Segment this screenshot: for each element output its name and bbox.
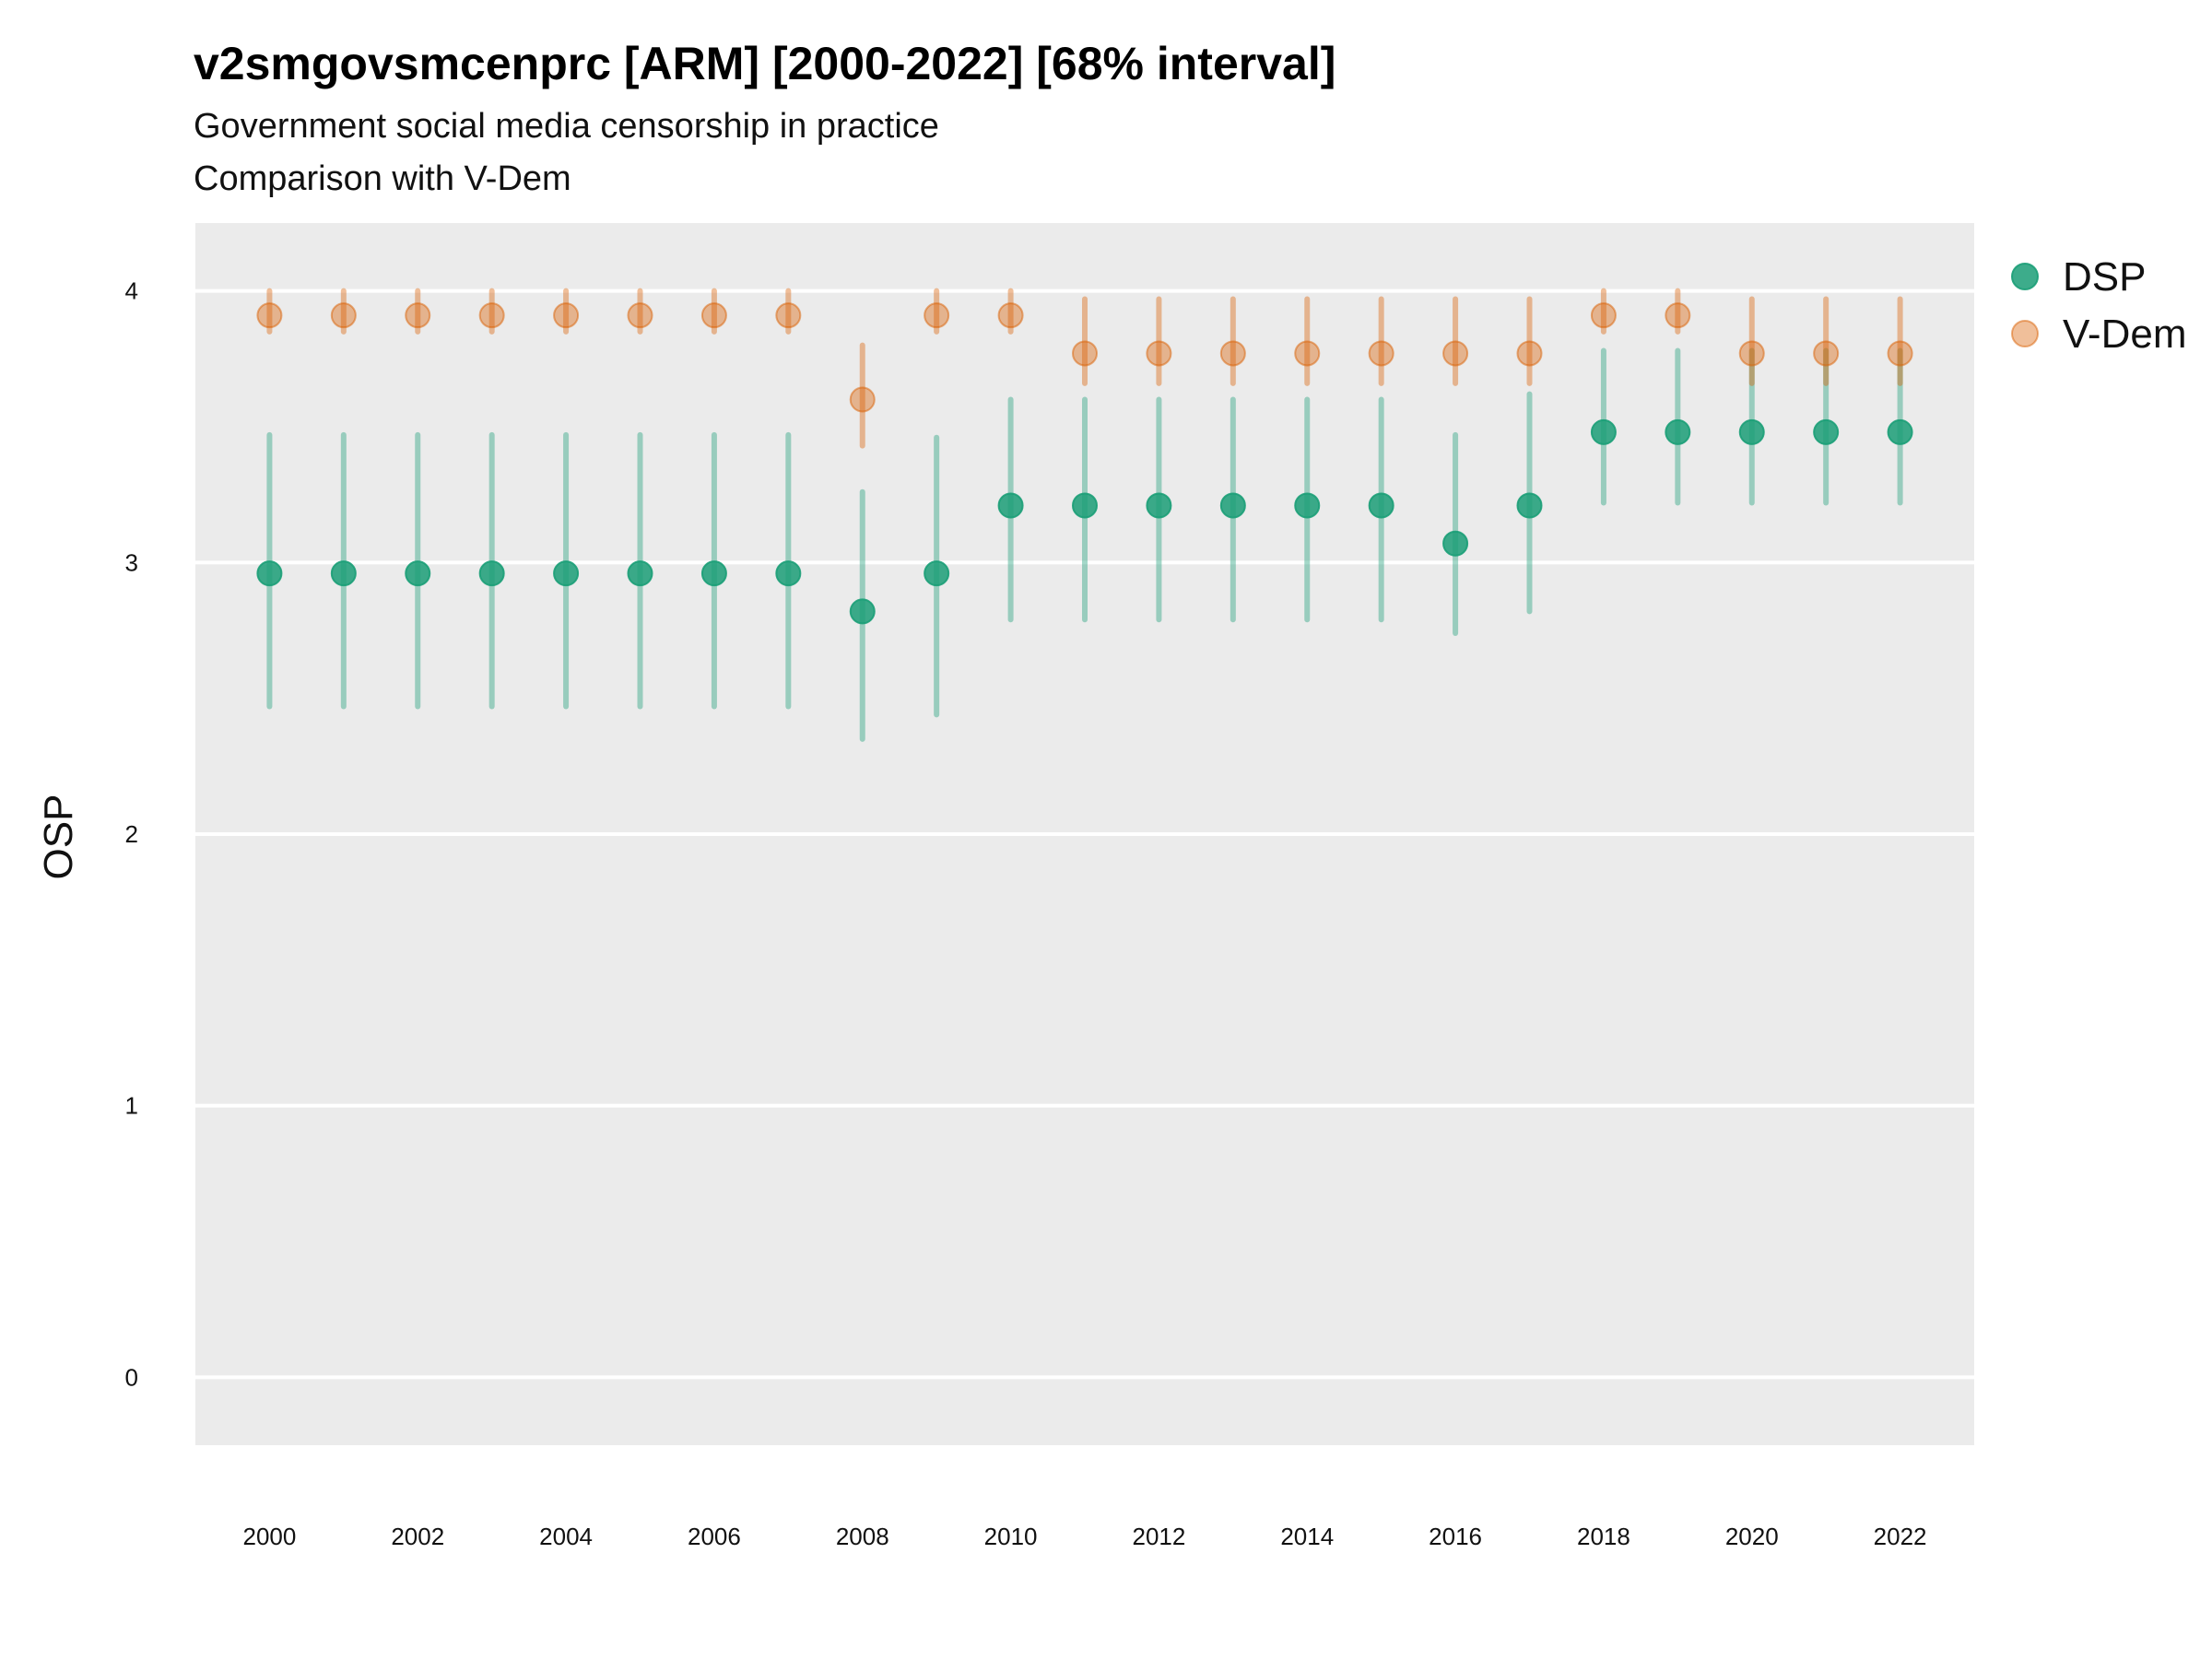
point-v-dem [1146, 340, 1172, 367]
legend-key-dsp [2011, 263, 2039, 290]
point-v-dem [924, 302, 950, 329]
y-tick-label: 2 [125, 820, 138, 848]
point-v-dem [1219, 340, 1246, 367]
point-v-dem [1738, 340, 1765, 367]
point-v-dem [1072, 340, 1098, 367]
x-tick-label: 2008 [836, 1523, 889, 1550]
point-dsp [478, 560, 505, 587]
point-v-dem [1442, 340, 1469, 367]
x-tick-label: 2006 [688, 1523, 741, 1550]
point-dsp [1146, 492, 1172, 519]
y-tick-labels: 0 1 2 3 4 [125, 277, 138, 1392]
x-tick-label: 2010 [984, 1523, 1038, 1550]
point-v-dem [1294, 340, 1321, 367]
series-marks [256, 288, 1913, 742]
legend-label-v-dem: V-Dem [2063, 312, 2186, 357]
point-dsp [1072, 492, 1098, 519]
point-v-dem [256, 302, 283, 329]
point-v-dem [1590, 302, 1617, 329]
y-tick-label: 4 [125, 277, 138, 305]
point-dsp [1887, 418, 1913, 445]
legend-label-dsp: DSP [2063, 254, 2146, 300]
chart-subtitle: Government social media censorship in pr… [194, 107, 939, 146]
x-tick-label: 2016 [1429, 1523, 1482, 1550]
point-dsp [553, 560, 580, 587]
point-v-dem [1887, 340, 1913, 367]
point-dsp [627, 560, 653, 587]
point-dsp [330, 560, 357, 587]
x-tick-labels: 2000 2002 2004 2006 2008 2010 2012 2014 2016 2018… [242, 1523, 1926, 1550]
point-v-dem [627, 302, 653, 329]
point-v-dem [330, 302, 357, 329]
y-tick-label: 0 [125, 1363, 138, 1391]
point-dsp [256, 560, 283, 587]
point-v-dem [849, 386, 876, 413]
point-v-dem [1368, 340, 1394, 367]
legend: DSP V-Dem [2011, 254, 2186, 357]
point-dsp [997, 492, 1024, 519]
x-tick-label: 2012 [1132, 1523, 1185, 1550]
point-v-dem [1665, 302, 1691, 329]
x-tick-label: 2022 [1874, 1523, 1927, 1550]
point-dsp [405, 560, 431, 587]
point-dsp [1813, 418, 1840, 445]
point-v-dem [775, 302, 802, 329]
point-dsp [1665, 418, 1691, 445]
y-axis-title: OSP [36, 794, 81, 880]
point-v-dem [1516, 340, 1543, 367]
point-dsp [700, 560, 727, 587]
point-v-dem [405, 302, 431, 329]
point-dsp [1442, 530, 1469, 557]
point-v-dem [478, 302, 505, 329]
point-dsp [1590, 418, 1617, 445]
grid-lines [195, 288, 1974, 1380]
x-tick-label: 2004 [539, 1523, 593, 1550]
x-tick-label: 2020 [1725, 1523, 1779, 1550]
point-dsp [775, 560, 802, 587]
point-v-dem [700, 302, 727, 329]
x-tick-label: 2014 [1280, 1523, 1334, 1550]
point-dsp [1368, 492, 1394, 519]
x-tick-label: 2018 [1577, 1523, 1630, 1550]
point-dsp [849, 598, 876, 625]
y-tick-label: 3 [125, 548, 138, 576]
chart-caption: Comparison with V-Dem [194, 159, 571, 198]
point-v-dem [997, 302, 1024, 329]
legend-key-v-dem [2011, 320, 2039, 347]
point-dsp [1294, 492, 1321, 519]
series-v-dem [256, 288, 1913, 449]
point-dsp [1516, 492, 1543, 519]
y-tick-label: 1 [125, 1092, 138, 1120]
point-dsp [924, 560, 950, 587]
point-v-dem [553, 302, 580, 329]
point-dsp [1738, 418, 1765, 445]
chart-title: v2smgovsmcenprc [ARM] [2000-2022] [68% i… [194, 38, 1336, 89]
series-dsp [256, 347, 1913, 742]
x-tick-label: 2002 [391, 1523, 444, 1550]
point-dsp [1219, 492, 1246, 519]
x-tick-label: 2000 [242, 1523, 296, 1550]
point-v-dem [1813, 340, 1840, 367]
